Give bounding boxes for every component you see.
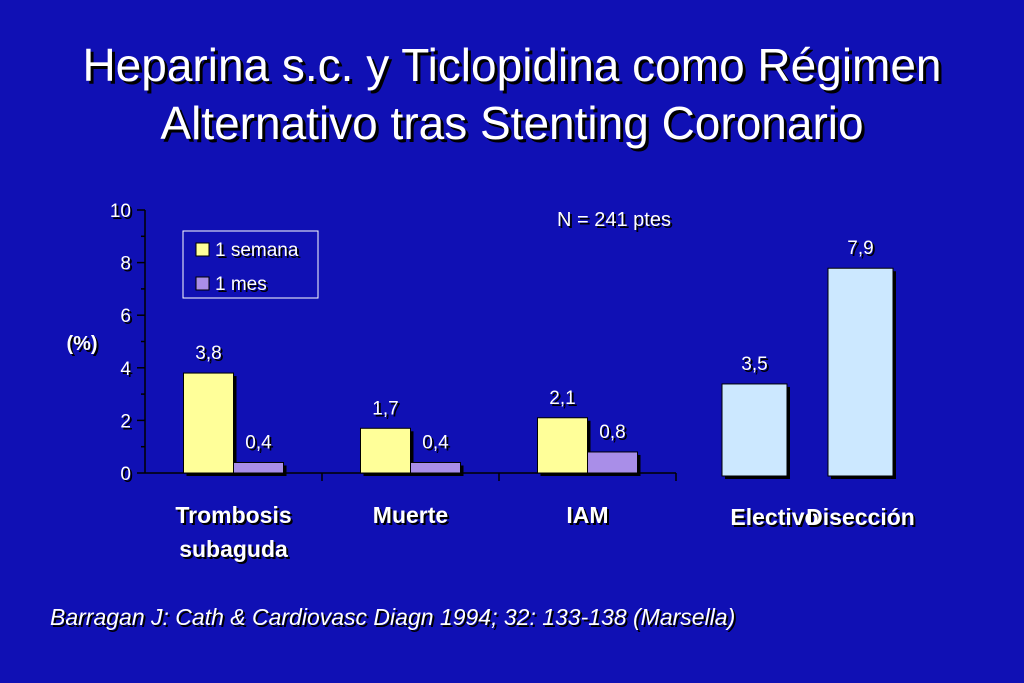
bar-value-label-shadow: 0,4 [247, 434, 274, 455]
legend-swatch [195, 276, 210, 291]
legend-label-shadow: 1 mes [217, 276, 269, 297]
bar-month [587, 451, 638, 474]
x-category-label: Trombosis [175, 502, 291, 528]
bar-month [410, 461, 461, 474]
y-tick-label-shadow: 10 [112, 203, 133, 224]
citation: Barragan J: Cath & Cardiovasc Diagn 1994… [50, 604, 736, 630]
x-category-label-shadow: subaguda [181, 538, 290, 564]
bar-value-label-shadow: 0,4 [424, 434, 451, 455]
slide-title-line-1: Heparina s.c. y Ticlopidina como Régimen [82, 39, 942, 91]
bar-value-label-shadow: 0,8 [601, 424, 627, 445]
y-tick-label-shadow: 4 [122, 361, 133, 382]
x-category-label-shadow: Trombosis [177, 504, 293, 530]
y-tick-label: 2 [120, 411, 131, 432]
bar-value-label: 1,7 [372, 398, 398, 419]
bar-month [233, 461, 284, 474]
chart-annotation: N = 241 ptes [557, 209, 671, 231]
bar-value-label-shadow: 3,5 [743, 356, 769, 377]
bar-value-label-shadow: 3,8 [197, 345, 223, 366]
y-tick-label-shadow: 6 [122, 308, 133, 329]
bar-value-label-shadow: 7,9 [849, 240, 875, 261]
bar-value-label: 3,5 [741, 354, 767, 375]
bar-value-label: 7,9 [847, 238, 873, 259]
y-tick-label: 8 [120, 254, 131, 275]
y-tick-label-shadow: 2 [122, 413, 133, 434]
chart-annotation-shadow: N = 241 ptes [559, 211, 673, 233]
x-category-label: Disección [806, 504, 915, 530]
bar-value-label: 0,4 [422, 432, 449, 453]
y-tick-label: 0 [120, 464, 131, 485]
bar-week [360, 427, 411, 474]
x-category-label-shadow: Disección [808, 506, 917, 532]
legend-label: 1 mes [215, 274, 267, 295]
bar-value-label: 2,1 [549, 388, 575, 409]
bar-week [537, 417, 588, 474]
bar-electivo [721, 383, 788, 477]
legend-label: 1 semana [215, 240, 299, 261]
bar-value-label-shadow: 2,1 [551, 390, 577, 411]
y-axis-label-shadow: (%) [68, 335, 99, 357]
y-tick-label-shadow: 0 [122, 466, 133, 487]
bar-value-label: 0,4 [245, 432, 272, 453]
x-category-label-shadow: Electivo [732, 506, 820, 532]
x-category-label: Muerte [373, 502, 448, 528]
y-tick-label: 4 [120, 359, 131, 380]
y-tick-label: 6 [120, 306, 131, 327]
legend-label-shadow: 1 semana [217, 242, 301, 263]
bar-value-label: 0,8 [599, 422, 625, 443]
y-tick-label-shadow: 8 [122, 256, 133, 277]
bar-value-label: 3,8 [195, 343, 221, 364]
x-category-label: IAM [566, 502, 608, 528]
x-category-label-shadow: Muerte [375, 504, 450, 530]
x-category-label-shadow: IAM [568, 504, 610, 530]
slide-title: Heparina s.c. y Ticlopidina como Régimen… [0, 36, 1024, 152]
legend-box [182, 230, 319, 299]
y-tick-label: 10 [110, 201, 131, 222]
legend-swatch [195, 242, 210, 257]
y-axis-label: (%) [66, 333, 97, 355]
x-category-label: Electivo [730, 504, 818, 530]
slide-title-line-2: Alternativo tras Stenting Coronario [160, 97, 864, 149]
bar-value-label-shadow: 1,7 [374, 400, 400, 421]
bar-diseccion [827, 267, 894, 477]
x-category-label: subaguda [179, 536, 288, 562]
bar-week [183, 372, 234, 474]
